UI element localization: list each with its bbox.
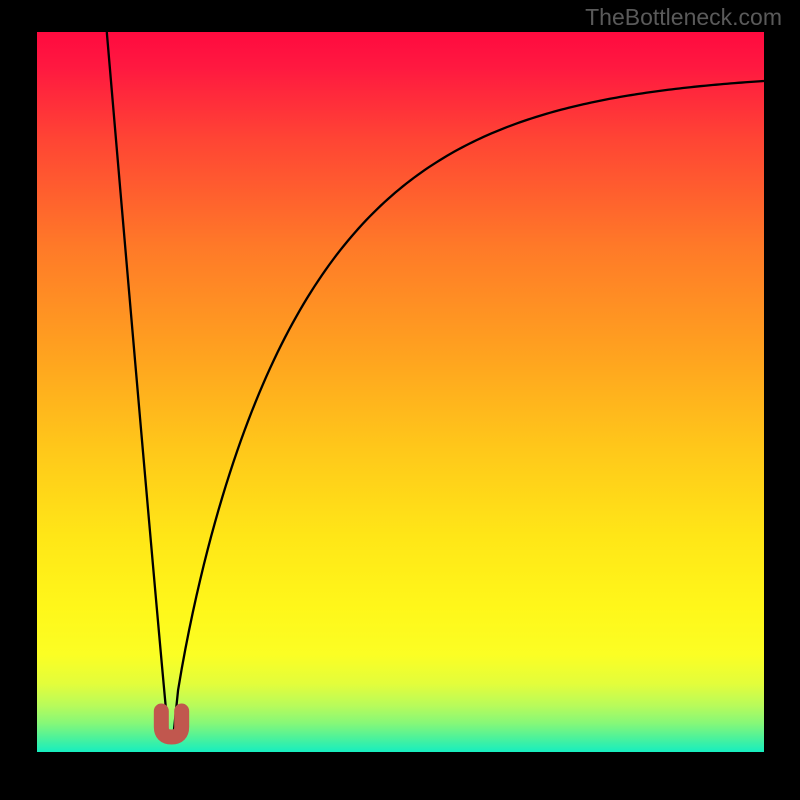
chart-svg <box>0 0 800 800</box>
plot-background <box>37 32 764 752</box>
chart-container: TheBottleneck.com <box>0 0 800 800</box>
watermark-label: TheBottleneck.com <box>585 4 782 31</box>
